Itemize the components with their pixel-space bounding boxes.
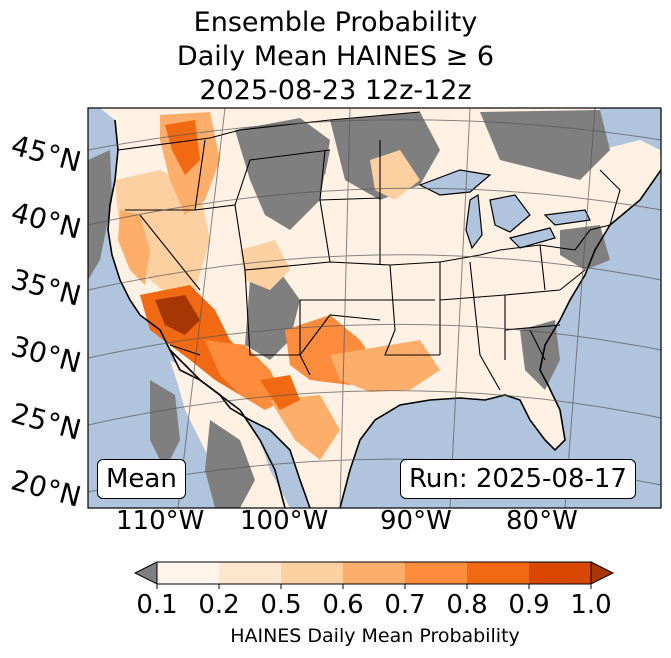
probability-map <box>87 107 662 509</box>
colorbar-bin-5 <box>467 562 529 584</box>
colorbar-bin-6 <box>529 562 591 584</box>
colorbar-outline <box>156 561 592 585</box>
colorbar-tick-0: 0.1 <box>136 590 178 620</box>
state-borders <box>117 111 621 391</box>
colorbar-bin-3 <box>343 562 405 584</box>
map-frame <box>87 107 662 509</box>
colorbar-tick-1: 0.2 <box>198 590 240 620</box>
lon-label-80: 80°W <box>506 506 578 536</box>
title-line-2: Daily Mean HAINES ≥ 6 <box>176 41 495 72</box>
run-date-label: Run: 2025-08-17 <box>400 459 636 499</box>
colorbar-under-triangle <box>133 561 158 585</box>
title-line-3: 2025-08-23 12z-12z <box>199 75 472 106</box>
colorbar-bin-1 <box>219 562 281 584</box>
colorbar-tick-4: 0.7 <box>384 590 426 620</box>
colorbar-bin-0 <box>157 562 219 584</box>
lon-label-90: 90°W <box>380 506 452 536</box>
mean-label: Mean <box>97 459 186 499</box>
colorbar-over-triangle <box>590 561 615 585</box>
title-line-1: Ensemble Probability <box>193 7 478 38</box>
colorbar-tick-6: 0.9 <box>508 590 550 620</box>
great-lakes <box>418 169 591 250</box>
colorbar-bin-2 <box>281 562 343 584</box>
colorbar-tick-3: 0.6 <box>322 590 364 620</box>
lon-label-110: 110°W <box>116 506 205 536</box>
colorbar-tick-2: 0.5 <box>260 590 302 620</box>
colorbar-tick-7: 1.0 <box>570 590 612 620</box>
colorbar-tick-5: 0.8 <box>446 590 488 620</box>
colorbar-label: HAINES Daily Mean Probability <box>230 625 520 647</box>
colorbar-bin-4 <box>405 562 467 584</box>
coastlines <box>107 119 661 508</box>
lon-label-100: 100°W <box>240 506 329 536</box>
probability-regions <box>115 112 440 460</box>
